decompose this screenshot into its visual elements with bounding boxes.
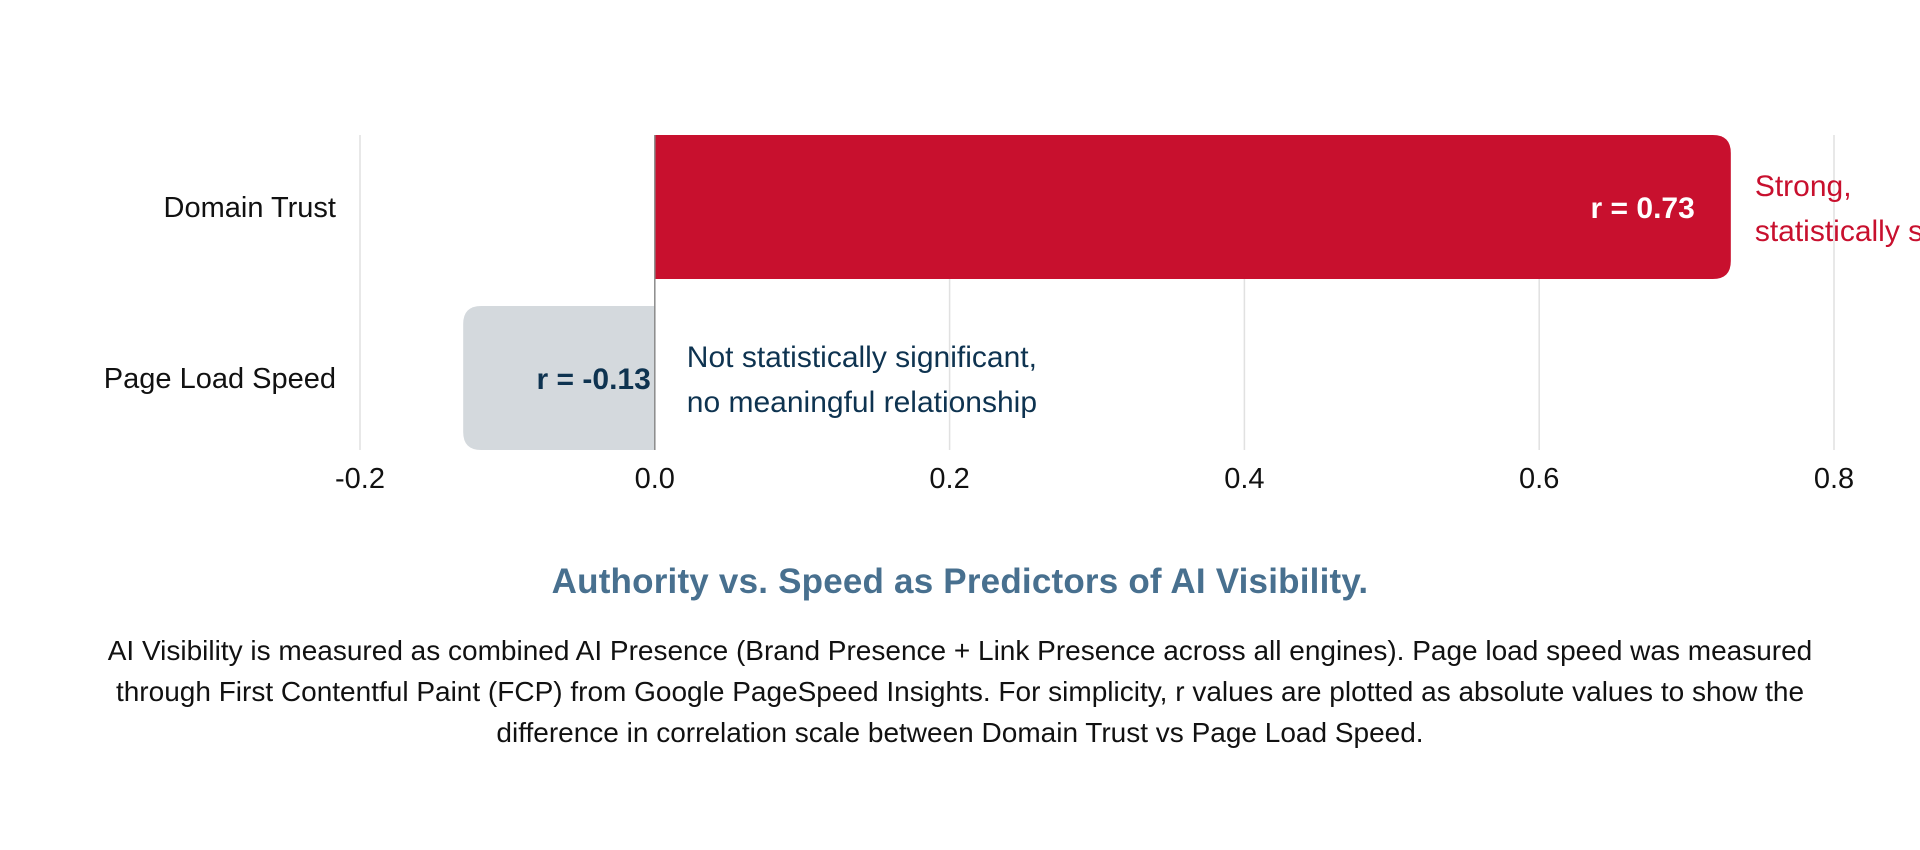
bar-domain-trust (654, 135, 1731, 279)
category-label-1: Page Load Speed (104, 363, 336, 395)
value-label-1: r = -0.13 (537, 363, 651, 396)
correlation-bar-chart: Domain Trust Page Load Speed r = 0.73 r = -… (104, 135, 1920, 495)
chart-caption-body: AI Visibility is measured as combined AI… (107, 635, 1813, 748)
annotation-0: Strong,statistically significant (1755, 170, 1920, 248)
bar-page-load-speed (463, 306, 655, 450)
annotation-1: Not statistically significant, no meaning… (687, 341, 1037, 419)
x-tick-label-1: 0.0 (635, 463, 675, 495)
x-tick-label-2: 0.2 (929, 463, 969, 495)
chart-caption-title: Authority vs. Speed as Predictors of AI … (551, 562, 1369, 601)
category-label-0: Domain Trust (164, 192, 336, 224)
x-tick-label-3: 0.4 (1224, 463, 1264, 495)
x-tick-label-4: 0.6 (1519, 463, 1559, 495)
x-tick-label-5: 0.8 (1814, 463, 1854, 495)
x-tick-label-0: -0.2 (335, 463, 385, 495)
value-label-0: r = 0.73 (1591, 192, 1695, 225)
